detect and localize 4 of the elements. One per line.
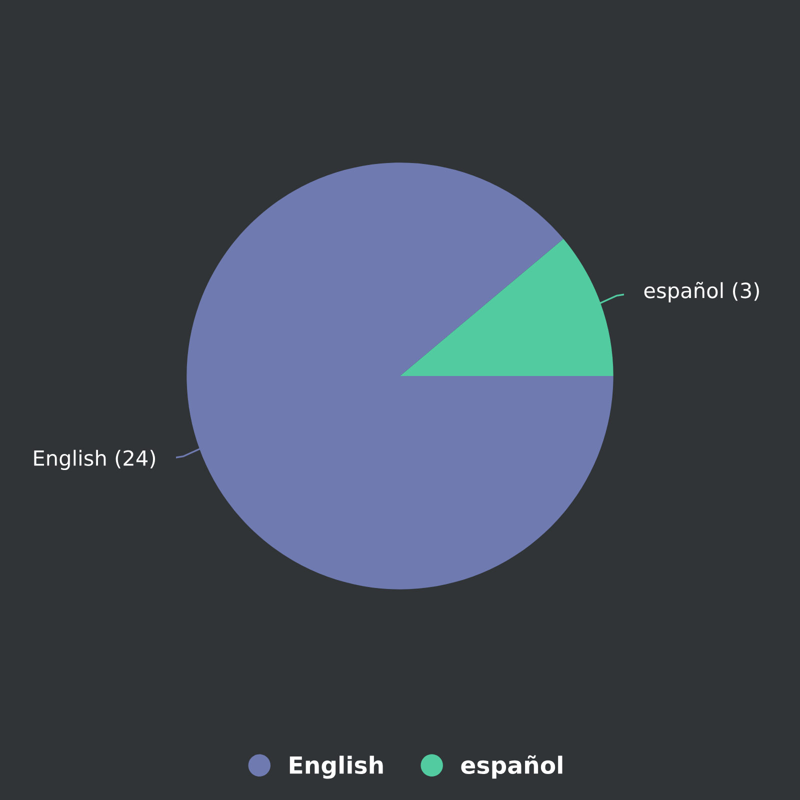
- data-label: English (24): [34, 450, 156, 470]
- data-label: español (3): [644, 282, 759, 302]
- legend-label: español: [461, 755, 562, 779]
- legend-label: English: [290, 756, 383, 779]
